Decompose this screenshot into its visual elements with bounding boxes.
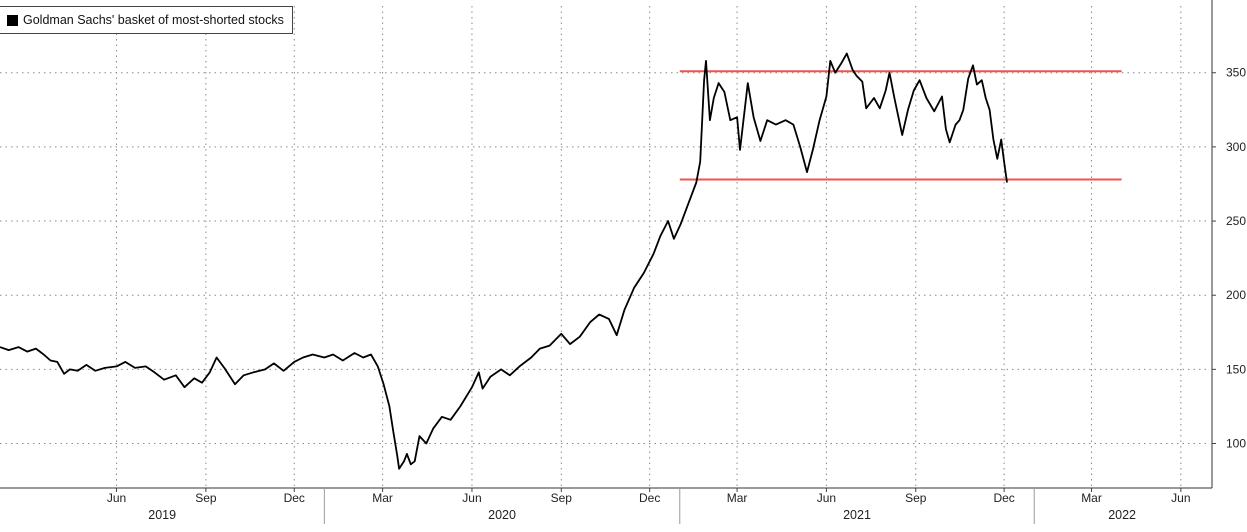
legend-swatch: [7, 14, 18, 26]
reference-lines: [679, 70, 1122, 181]
x-tick-label: Jun: [817, 491, 836, 505]
grid: [0, 6, 1210, 488]
year-label: 2021: [843, 508, 871, 522]
x-tick-label: Mar: [727, 491, 748, 505]
y-tick-label: 300: [1226, 140, 1246, 154]
x-tick-label: Jun: [462, 491, 481, 505]
x-tick-label: Mar: [372, 491, 393, 505]
x-tick-label: Dec: [993, 491, 1014, 505]
y-tick-label: 150: [1226, 362, 1246, 376]
x-tick-label: Sep: [905, 491, 927, 505]
series-layer: [0, 52, 1008, 470]
legend: Goldman Sachs' basket of most-shorted st…: [0, 6, 293, 34]
x-tick-label: Sep: [551, 491, 573, 505]
x-tick-label: Jun: [107, 491, 126, 505]
x-tick-label: Dec: [639, 491, 660, 505]
y-tick-label: 100: [1226, 437, 1246, 451]
x-tick-label: Jun: [1171, 491, 1190, 505]
year-label: 2022: [1108, 508, 1136, 522]
year-label: 2020: [488, 508, 516, 522]
year-label: 2019: [148, 508, 176, 522]
series-line: [0, 52, 1008, 470]
x-tick-label: Dec: [284, 491, 305, 505]
x-tick-label: Mar: [1081, 491, 1102, 505]
y-tick-label: 200: [1226, 288, 1246, 302]
y-tick-label: 250: [1226, 214, 1246, 228]
x-tick-label: Sep: [195, 491, 217, 505]
y-tick-label: 350: [1226, 66, 1246, 80]
legend-label: Goldman Sachs' basket of most-shorted st…: [23, 13, 284, 27]
